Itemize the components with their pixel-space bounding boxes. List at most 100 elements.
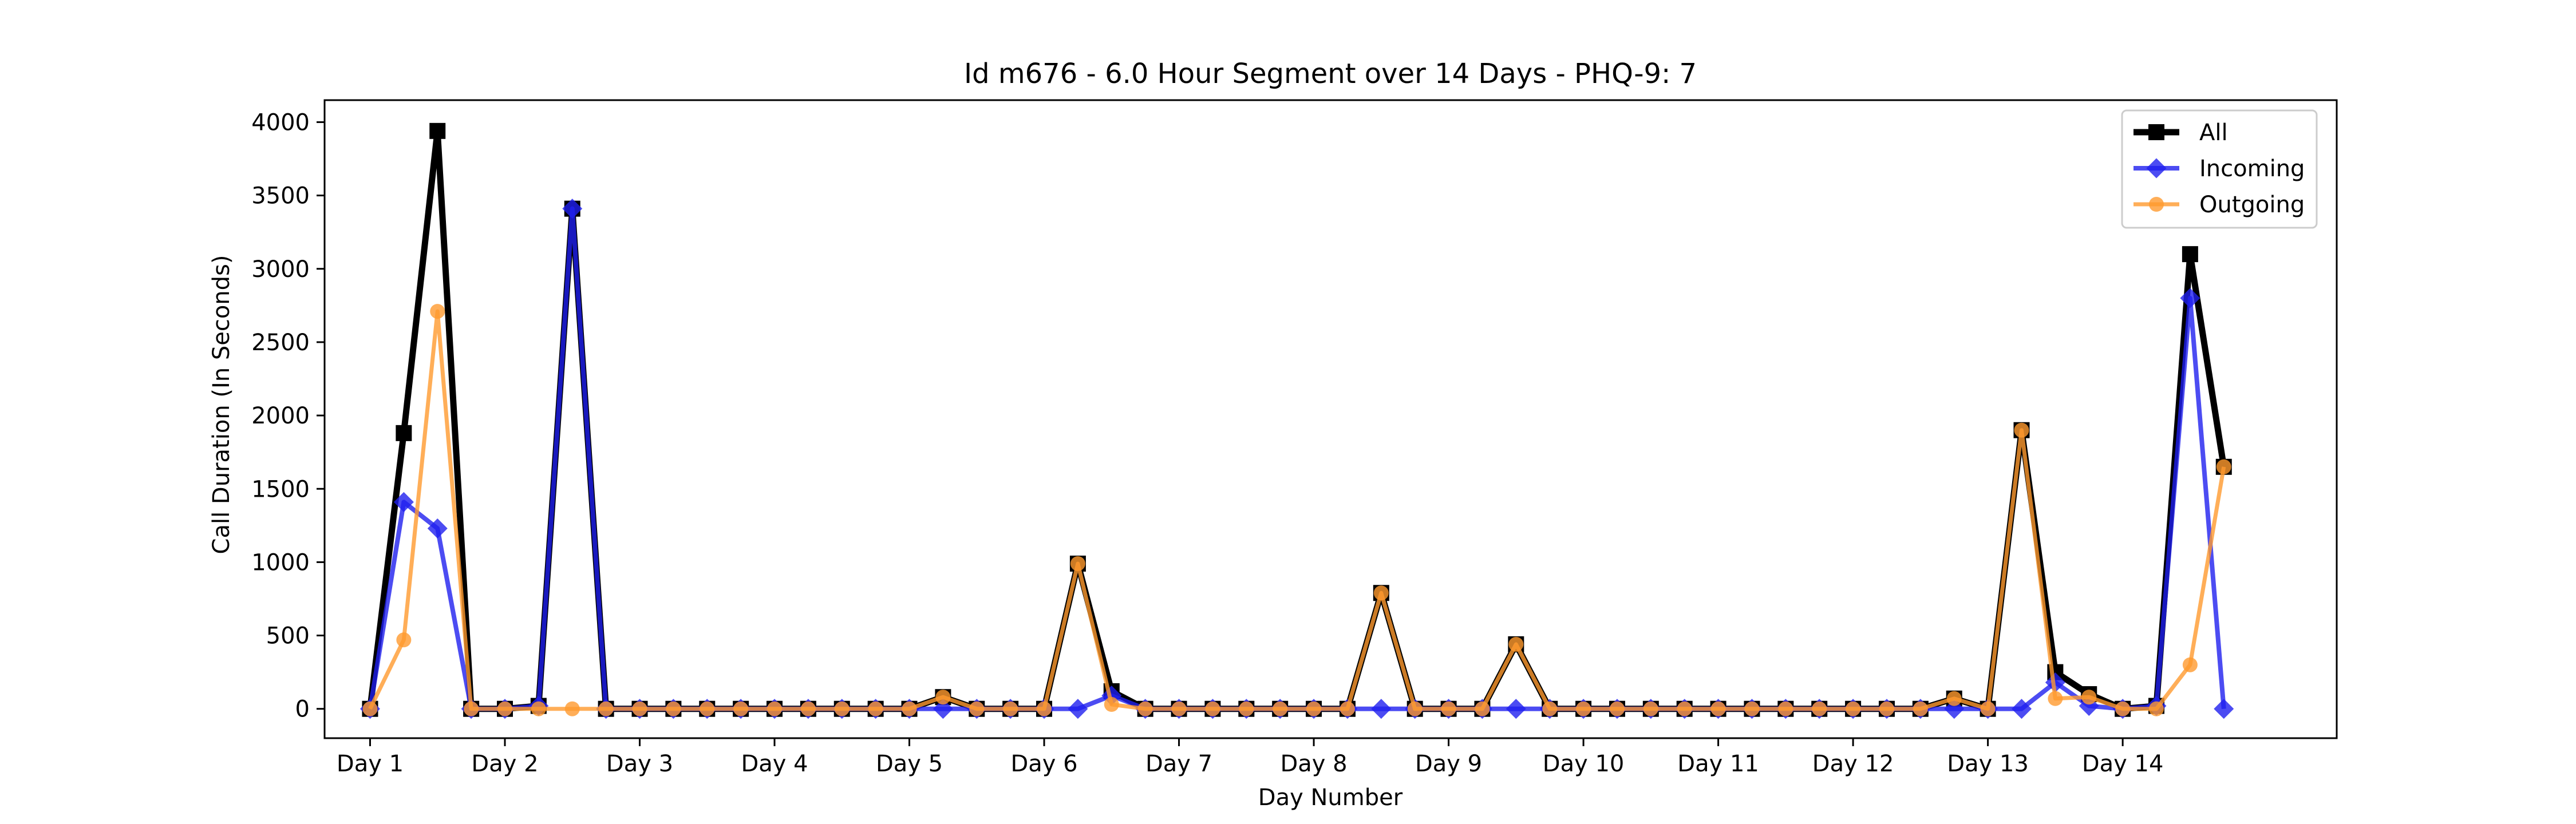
data-point (1879, 701, 1894, 716)
x-tick-label: Day 12 (1812, 751, 1894, 777)
data-point (700, 701, 715, 716)
data-point (427, 518, 448, 538)
data-point (430, 304, 445, 319)
data-point (902, 701, 917, 716)
series-all (362, 122, 2232, 717)
legend-item-outgoing: Outgoing (2134, 192, 2305, 218)
legend: All Incoming Outgoing (2121, 109, 2318, 229)
data-point (598, 701, 614, 716)
data-point (935, 690, 951, 705)
data-point (2014, 422, 2029, 438)
data-point (1104, 697, 1119, 712)
series-line-all (367, 128, 2227, 712)
data-point (1506, 699, 1526, 719)
data-point (1205, 701, 1220, 716)
x-axis: Day 1 Day 2 Day 3 Day 4 Day 5 Day 6 Day 7 Day 8… (337, 738, 2163, 777)
y-tick-label: 3000 (251, 256, 310, 283)
data-point (2182, 657, 2198, 672)
x-tick-label: Day 6 (1010, 751, 1077, 777)
x-tick-label: Day 1 (337, 751, 404, 777)
y-tick-label: 500 (266, 623, 310, 649)
data-point (1913, 701, 1928, 716)
data-point (2182, 246, 2198, 263)
legend-label: All (2199, 120, 2228, 146)
y-axis-label: Call Duration (In Seconds) (208, 255, 235, 554)
data-point (1508, 636, 1524, 652)
data-point (562, 199, 583, 219)
data-point (1239, 701, 1254, 716)
series-line-incoming (368, 206, 2226, 711)
plot-frame (323, 99, 2338, 739)
data-point (1846, 701, 1861, 716)
data-point (2216, 459, 2231, 474)
data-point (800, 701, 816, 716)
data-point (969, 701, 985, 716)
y-axis: 0 500 1000 1500 2000 2500 3000 3500 4000 (251, 109, 325, 723)
data-point (393, 492, 414, 512)
y-tick-label: 2500 (251, 330, 310, 356)
x-axis-label: Day Number (1258, 785, 1403, 811)
data-point (1946, 691, 1962, 706)
x-tick-label: Day 10 (1543, 751, 1625, 777)
data-point (1137, 701, 1153, 716)
data-point (1441, 701, 1456, 716)
legend-label: Incoming (2199, 156, 2305, 182)
data-point (632, 701, 647, 716)
data-point (767, 701, 783, 716)
data-point (1778, 701, 1793, 716)
data-point (666, 701, 681, 716)
data-point (1171, 701, 1187, 716)
data-point (733, 701, 749, 716)
y-tick-label: 2000 (251, 403, 310, 429)
legend-marker (2149, 197, 2164, 212)
data-point (2048, 691, 2063, 706)
chart-title: Id m676 - 6.0 Hour Segment over 14 Days … (964, 58, 1697, 90)
legend-label: Outgoing (2199, 192, 2305, 218)
data-point (1542, 701, 1558, 716)
data-point (1070, 556, 1085, 571)
data-point (1407, 701, 1423, 716)
data-point (1068, 699, 1088, 719)
data-point (531, 701, 546, 716)
data-point (1576, 701, 1591, 716)
x-tick-label: Day 4 (741, 751, 808, 777)
legend-marker (2148, 124, 2164, 140)
data-point (464, 701, 479, 716)
x-tick-label: Day 5 (876, 751, 943, 777)
data-point (834, 701, 850, 716)
x-tick-label: Day 9 (1415, 751, 1482, 777)
data-point (1273, 701, 1288, 716)
legend-box (2121, 109, 2318, 229)
data-point (1677, 701, 1692, 716)
x-tick-label: Day 11 (1677, 751, 1759, 777)
data-point (2214, 699, 2234, 719)
data-point (1373, 585, 1389, 601)
data-point (1306, 701, 1322, 716)
data-point (1744, 701, 1760, 716)
data-point (1037, 701, 1052, 716)
data-point (396, 632, 412, 648)
data-point (1980, 701, 1996, 716)
series-layer (359, 122, 2234, 719)
data-point (868, 701, 883, 716)
data-point (1371, 699, 1392, 719)
y-tick-label: 0 (295, 696, 310, 723)
data-point (1812, 701, 1827, 716)
data-point (2011, 699, 2032, 719)
data-point (2045, 672, 2065, 693)
x-tick-label: Day 7 (1145, 751, 1212, 777)
data-point (2180, 288, 2200, 308)
data-point (1340, 701, 1355, 716)
data-point (429, 122, 446, 139)
x-tick-label: Day 8 (1280, 751, 1347, 777)
legend-item-incoming: Incoming (2134, 156, 2305, 182)
data-point (396, 425, 412, 441)
plot-area (323, 99, 2338, 739)
x-tick-label: Day 3 (606, 751, 673, 777)
y-tick-label: 3500 (251, 183, 310, 209)
data-point (2149, 701, 2164, 716)
data-point (497, 701, 512, 716)
legend-item-all: All (2134, 120, 2228, 146)
y-tick-label: 4000 (251, 109, 310, 136)
